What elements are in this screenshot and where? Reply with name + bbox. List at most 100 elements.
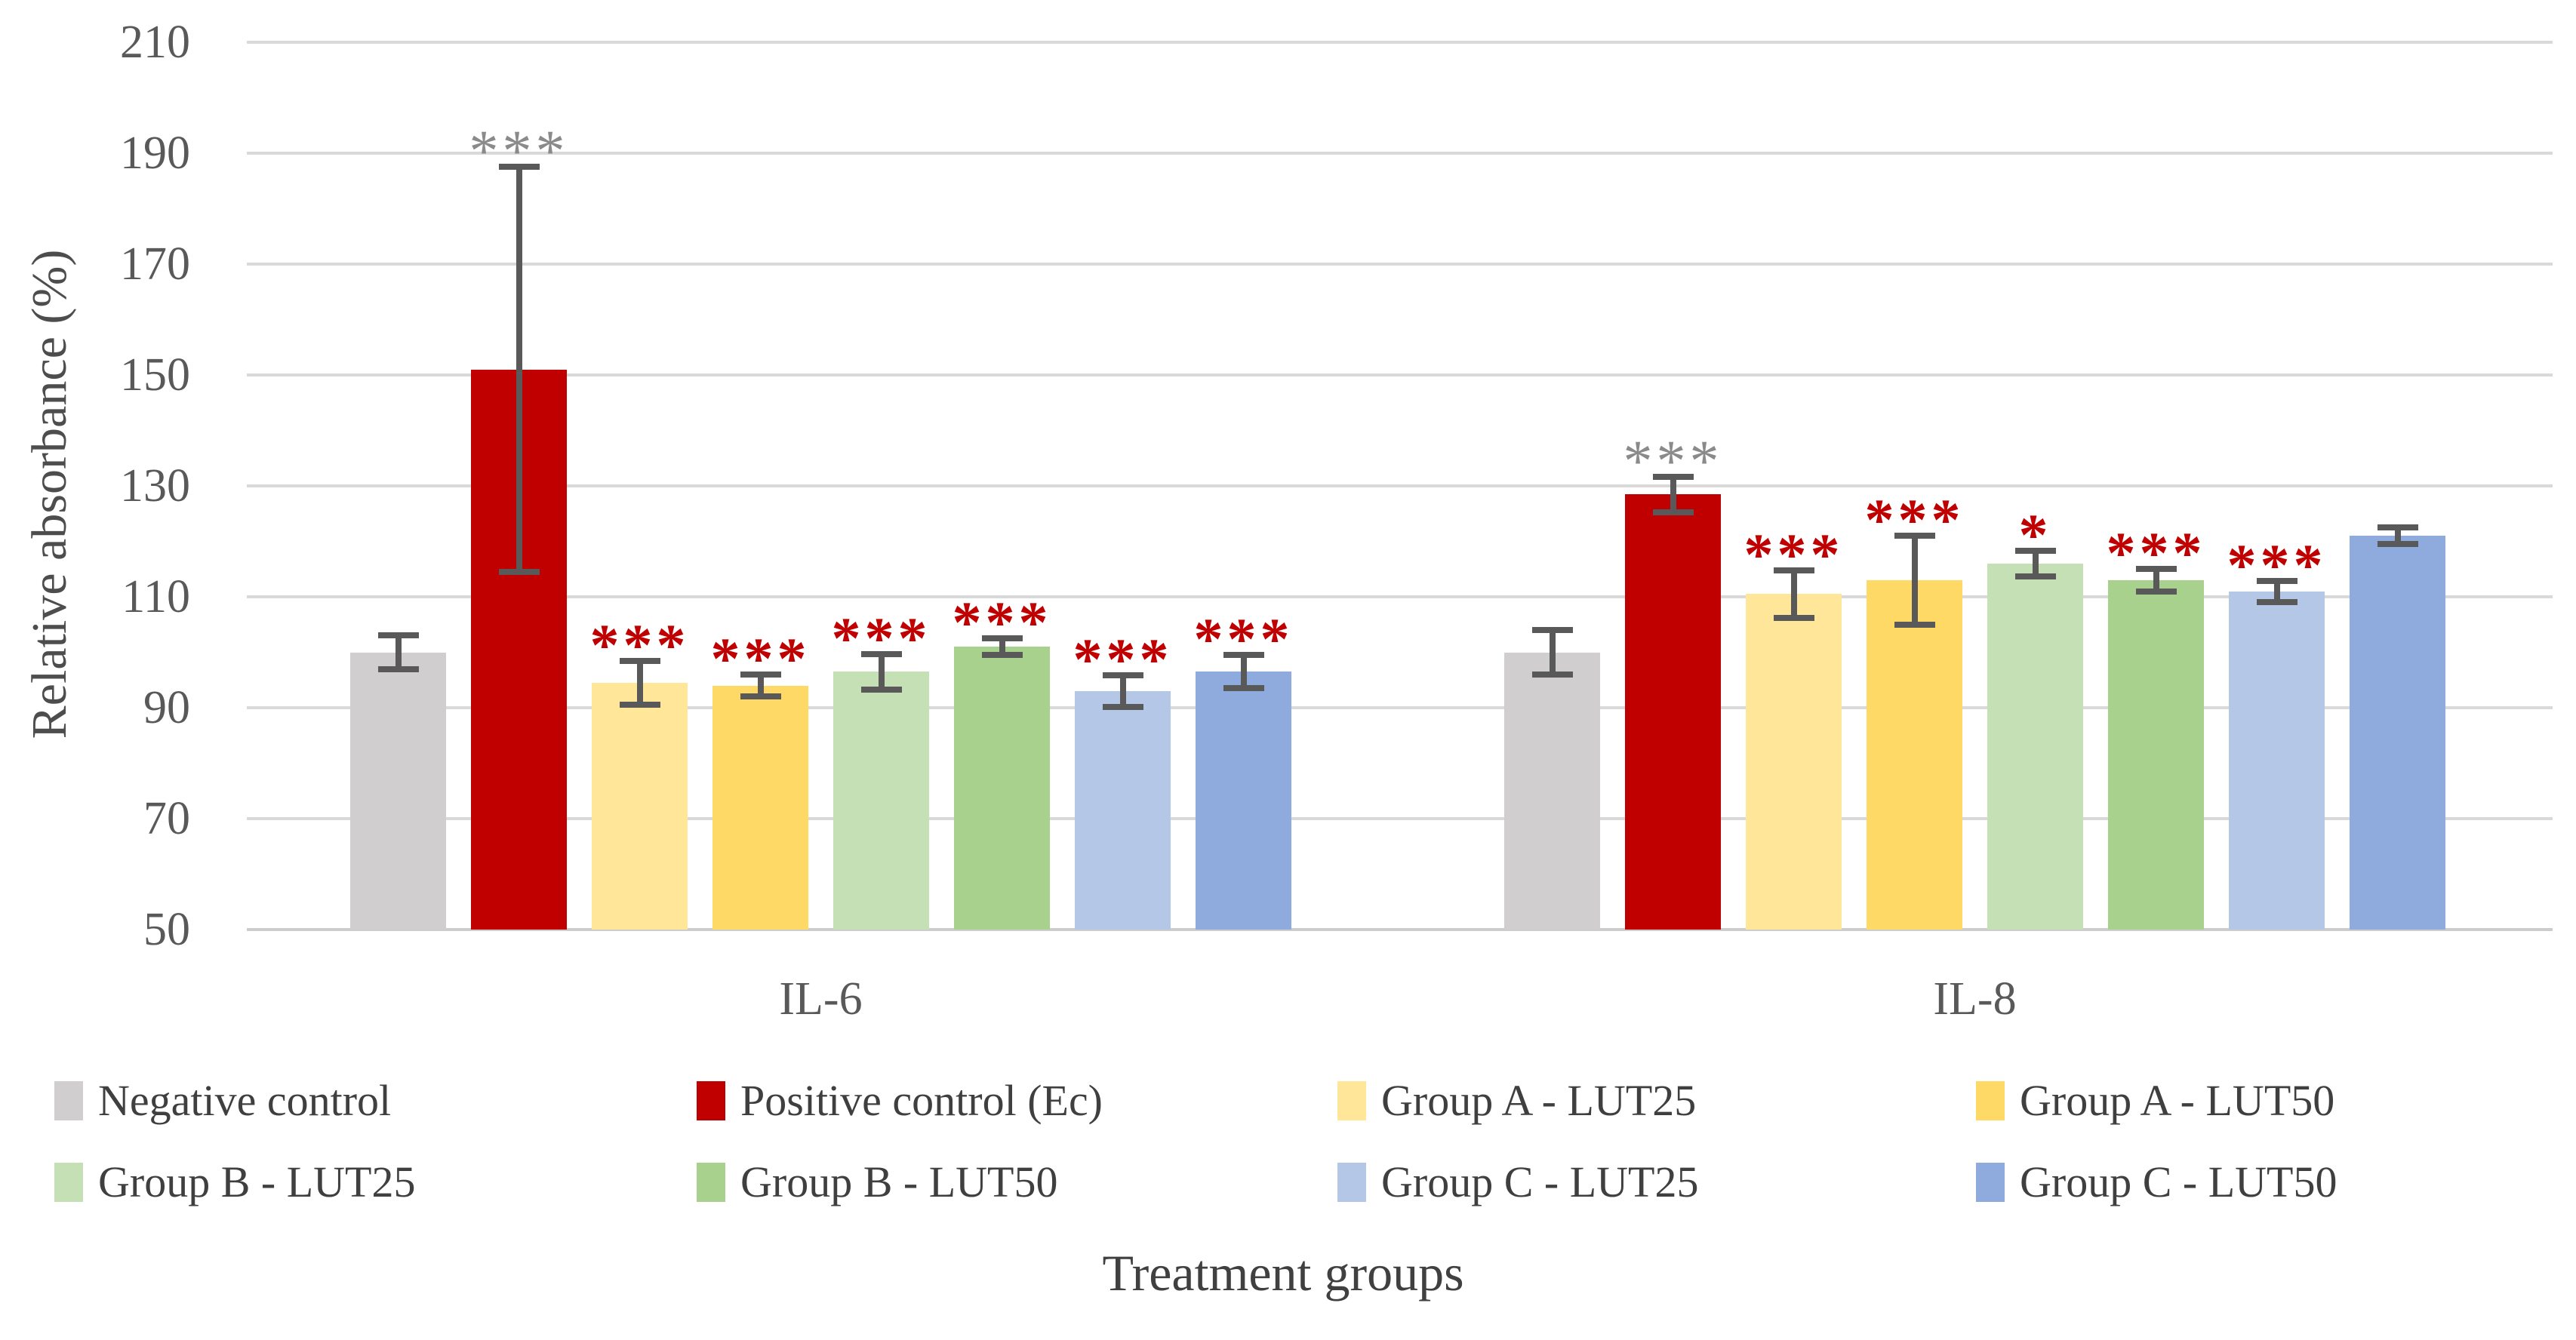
error-bar [636,660,643,705]
error-bar-cap-bottom [740,693,781,700]
legend-item-group-c-lut50: Group C - LUT50 [1976,1160,2337,1205]
y-tick-label-190: 190 [120,128,190,179]
legend-item-positive-control-ec-: Positive control (Ec) [697,1078,1103,1123]
error-bar-cap-bottom [1894,621,1935,628]
significance-stars: *** [2106,519,2206,585]
legend-item-group-a-lut25: Group A - LUT25 [1337,1078,1696,1123]
bar-IL-8-group-b-lut50 [2108,579,2204,930]
significance-stars: *** [710,625,811,691]
gridline-190 [247,152,2553,155]
legend-item-group-c-lut25: Group C - LUT25 [1337,1160,1698,1205]
gridline-90 [247,706,2553,709]
legend-item-negative-control: Negative control [54,1078,391,1123]
bar-IL-6-group-a-lut50 [712,685,808,930]
error-bar-cap-bottom [377,665,419,672]
bar-IL-8-positive-control-ec- [1625,494,1721,930]
legend-swatch [1976,1163,2005,1202]
error-bar-cap-top [981,635,1023,642]
error-bar-cap-bottom [2135,589,2177,595]
error-bar-cap-top [1773,567,1814,573]
significance-stars: *** [1073,626,1173,693]
category-label-il-6: IL-6 [779,973,863,1025]
bar-IL-8-negative-control [1504,652,1600,930]
legend-label: Group C - LUT50 [2020,1157,2337,1206]
legend-swatch [697,1081,725,1120]
legend-label: Group B - LUT50 [740,1157,1058,1206]
legend-swatch [54,1163,83,1202]
y-axis-title: Relative absorbance (%) [22,249,77,739]
significance-stars: *** [469,118,569,184]
legend-label: Negative control [98,1076,392,1125]
y-tick-label-50: 50 [143,904,190,955]
bar-IL-6-negative-control [350,652,446,930]
legend-swatch [1337,1163,1366,1202]
bar-IL-8-group-c-lut25 [2229,591,2325,930]
error-bar [878,653,885,690]
gridline-50 [247,928,2553,931]
bar-IL-8-group-c-lut50 [2350,536,2445,930]
error-bar [2032,550,2039,576]
error-bar-cap-bottom [2377,541,2418,548]
y-tick-label-70: 70 [143,793,190,844]
error-bar-cap-top [860,650,902,657]
error-bar-cap-top [498,164,540,171]
error-bar-cap-top [2377,524,2418,531]
error-bar-cap-bottom [2256,598,2297,605]
error-bar-cap-bottom [2014,573,2056,579]
legend-item-group-b-lut50: Group B - LUT50 [697,1160,1057,1205]
legend-label: Group C - LUT25 [1381,1157,1699,1206]
bar-IL-6-group-c-lut25 [1075,690,1171,930]
significance-stars: *** [831,604,931,671]
error-bar-cap-top [619,657,660,664]
gridline-170 [247,263,2553,266]
legend-label: Positive control (Ec) [740,1076,1103,1125]
error-bar [1670,476,1676,512]
error-bar-cap-bottom [1223,685,1264,692]
error-bar [999,638,1005,656]
significance-stars: *** [1193,606,1294,672]
significance-stars: * [2018,501,2052,567]
legend-swatch [697,1163,725,1202]
significance-stars: *** [1623,427,1723,493]
legend-label: Group A - LUT50 [2020,1076,2335,1125]
significance-stars: *** [1743,521,1844,587]
y-tick-label-110: 110 [122,571,190,622]
error-bar-cap-top [1531,627,1573,634]
y-tick-label-210: 210 [120,17,190,68]
error-bar-cap-top [2135,565,2177,572]
error-bar [1549,630,1556,675]
error-bar-cap-top [2256,577,2297,584]
error-bar-cap-bottom [1652,509,1694,515]
error-bar-cap-bottom [1531,671,1573,678]
y-tick-label-150: 150 [120,349,190,401]
significance-stars: *** [952,589,1052,656]
bar-IL-8-group-a-lut25 [1746,594,1842,930]
error-bar-cap-top [740,671,781,678]
error-bar-cap-bottom [981,652,1023,659]
significance-stars: *** [2227,531,2327,598]
error-bar [2273,580,2280,602]
error-bar [1911,536,1918,625]
error-bar-cap-bottom [619,702,660,708]
error-bar [395,635,402,669]
error-bar-cap-top [1102,672,1143,679]
legend-swatch [54,1081,83,1120]
significance-stars: *** [1864,487,1965,553]
error-bar-cap-bottom [1773,614,1814,621]
gridline-210 [247,41,2553,44]
category-label-il-8: IL-8 [1933,973,2017,1025]
legend-swatch [1337,1081,1366,1120]
error-bar [1790,570,1797,618]
y-tick-label-170: 170 [120,238,190,290]
error-bar [1240,655,1247,689]
gridline-150 [247,373,2553,376]
y-tick-label-90: 90 [143,682,190,733]
error-bar [2394,527,2401,545]
bar-IL-6-group-a-lut25 [592,682,688,930]
x-axis-title: Treatment groups [1102,1244,1464,1302]
error-bar-cap-top [1652,473,1694,480]
gridline-110 [247,595,2553,598]
bar-IL-6-group-c-lut50 [1196,672,1291,930]
bar-IL-8-group-b-lut25 [1987,563,2083,930]
